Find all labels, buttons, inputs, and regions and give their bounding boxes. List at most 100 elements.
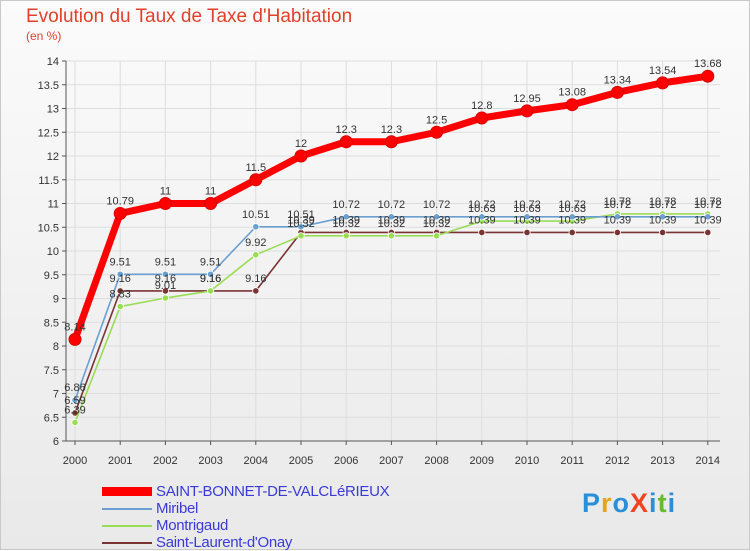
- y-tick-label: 11: [48, 199, 59, 211]
- x-tick-label: 2007: [379, 455, 403, 467]
- x-tick-label: 2014: [696, 455, 720, 467]
- y-tick-label: 13.5: [38, 80, 59, 92]
- y-tick-label: 7: [53, 389, 59, 401]
- data-point: [610, 85, 624, 99]
- data-point: [161, 270, 169, 278]
- data-label: 6.39: [64, 404, 85, 416]
- data-point: [613, 213, 622, 221]
- brand-letter: i: [667, 488, 677, 518]
- x-tick-label: 2012: [605, 455, 629, 467]
- data-point: [71, 418, 79, 427]
- data-point: [161, 294, 169, 302]
- data-point: [613, 228, 622, 237]
- data-point: [68, 332, 82, 346]
- data-label: 10.72: [513, 199, 541, 211]
- legend-swatch: [102, 487, 152, 496]
- data-point: [249, 173, 263, 187]
- data-label: 10.32: [287, 218, 315, 230]
- legend-item: Montrigaud: [102, 517, 389, 534]
- data-point: [116, 287, 124, 295]
- data-label: 11: [205, 186, 216, 198]
- data-point: [475, 111, 489, 125]
- x-tick-label: 2010: [515, 455, 539, 467]
- data-label: 10.72: [558, 199, 586, 211]
- legend-item: SAINT-BONNET-DE-VALCLéRIEUX: [102, 483, 390, 500]
- data-label: 11: [160, 186, 171, 198]
- data-label: 12.8: [471, 100, 492, 112]
- data-point: [565, 98, 579, 112]
- data-label: 10.72: [423, 199, 451, 211]
- x-tick-label: 2011: [560, 455, 584, 467]
- brand-letter: t: [657, 488, 668, 518]
- data-label: 10.51: [287, 209, 315, 221]
- legend-item: Miribel: [102, 500, 389, 517]
- data-label: 10.78: [604, 196, 632, 208]
- data-point: [342, 213, 350, 221]
- data-point: [207, 270, 215, 278]
- data-label: 10.72: [649, 199, 677, 211]
- data-point: [294, 149, 308, 163]
- legend-label: SAINT-BONNET-DE-VALCLéRIEUX: [156, 483, 390, 500]
- data-label: 10.39: [558, 214, 586, 226]
- data-label: 10.72: [694, 199, 722, 211]
- data-point: [384, 135, 398, 149]
- y-tick-label: 10.5: [38, 222, 59, 234]
- data-label: 9.01: [155, 280, 176, 292]
- data-label: 10.51: [242, 209, 270, 221]
- brand-letter: i: [649, 488, 658, 518]
- data-label: 8.14: [64, 321, 85, 333]
- data-label: 9.16: [109, 273, 130, 285]
- x-tick-label: 2009: [470, 455, 494, 467]
- data-point: [704, 228, 712, 237]
- data-point: [523, 228, 531, 237]
- y-tick-label: 8: [53, 341, 59, 353]
- data-label: 6.59: [64, 395, 85, 407]
- data-point: [478, 213, 486, 221]
- y-tick-label: 10: [47, 246, 59, 258]
- data-label: 10.63: [468, 203, 496, 215]
- x-tick-label: 2004: [244, 455, 268, 467]
- data-point: [116, 302, 124, 311]
- data-label: 10.72: [604, 199, 632, 211]
- x-tick-label: 2005: [289, 455, 313, 467]
- x-tick-label: 2013: [650, 455, 674, 467]
- data-label: 9.51: [155, 256, 176, 268]
- y-tick-label: 12: [47, 151, 59, 163]
- data-point: [523, 213, 531, 221]
- data-point: [297, 223, 305, 231]
- data-label: 9.16: [200, 273, 221, 285]
- data-point: [161, 287, 169, 295]
- y-axis-label: (en %): [26, 29, 62, 43]
- brand-letter: X: [630, 488, 650, 518]
- data-point: [704, 213, 712, 221]
- data-point: [207, 287, 215, 295]
- data-label: 12.3: [381, 124, 402, 136]
- data-point: [430, 125, 444, 139]
- y-tick-label: 13: [47, 104, 59, 116]
- data-label: 9.51: [109, 256, 130, 268]
- y-tick-label: 9.5: [44, 270, 59, 282]
- chart-title: Evolution du Taux de Taxe d'Habitation: [26, 6, 353, 27]
- x-tick-label: 2001: [108, 455, 132, 467]
- data-point: [387, 213, 395, 221]
- y-tick-label: 8.5: [44, 317, 59, 329]
- data-label: 11.5: [246, 162, 267, 174]
- data-point: [387, 232, 395, 240]
- data-label: 9.16: [200, 273, 221, 285]
- legend-swatch: [102, 507, 152, 510]
- data-label: 6.86: [64, 382, 85, 394]
- brand-letter: P: [582, 488, 602, 518]
- data-label: 10.79: [106, 195, 134, 207]
- data-label: 10.39: [649, 214, 677, 226]
- data-point: [297, 232, 305, 240]
- data-label: 10.72: [332, 199, 360, 211]
- brand-letter: o: [612, 488, 631, 518]
- data-label: 12: [295, 138, 307, 150]
- data-point: [252, 223, 260, 231]
- data-label: 10.39: [287, 214, 315, 226]
- data-label: 10.39: [604, 214, 632, 226]
- data-point: [658, 228, 667, 237]
- data-label: 9.16: [155, 273, 176, 285]
- legend-label: Saint-Laurent-d'Onay: [156, 534, 293, 551]
- x-tick-label: 2000: [63, 455, 87, 467]
